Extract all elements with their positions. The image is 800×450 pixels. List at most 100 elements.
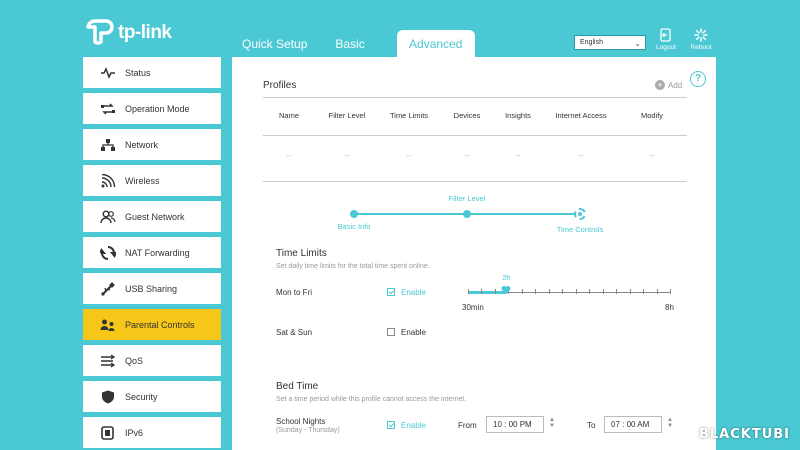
sidebar-item-ipv6[interactable]: IPv6 <box>83 417 221 448</box>
tab-quick-setup[interactable]: Quick Setup <box>242 37 308 51</box>
cell-time-limits: -- <box>406 153 412 160</box>
col-insights: Insights <box>505 111 531 120</box>
slider-tick <box>575 289 577 294</box>
slider-tick <box>508 289 510 294</box>
sidebar-item-status[interactable]: Status <box>83 57 221 88</box>
slider-min-label: 30min <box>462 303 484 312</box>
sidebar-item-label: Security <box>125 391 158 402</box>
sidebar-item-qos[interactable]: QoS <box>83 345 221 376</box>
cell-internet-access: -- <box>578 153 584 160</box>
watermark: BLACKTUBI <box>698 427 790 442</box>
slider-tick <box>481 289 483 294</box>
tp-link-logo: tp-link <box>84 18 172 48</box>
school-nights-label: School Nights <box>276 417 326 426</box>
col-internet-access: Internet Access <box>555 111 607 120</box>
slider-tick <box>670 289 671 294</box>
slider-tick <box>548 289 550 294</box>
cell-filter-level: -- <box>344 153 350 160</box>
from-time-spinner[interactable]: ▲ ▼ <box>549 417 555 429</box>
time-limits-description: Set daily time limits for the total time… <box>276 263 430 270</box>
sidebar-item-nat-forwarding[interactable]: NAT Forwarding <box>83 237 221 268</box>
step-dot-time-controls[interactable] <box>574 208 586 220</box>
slider-value: 2h <box>502 273 511 282</box>
bed-time-title: Bed Time <box>276 381 319 392</box>
sidebar-item-security[interactable]: Security <box>83 381 221 412</box>
slider-tick <box>535 289 537 294</box>
slider-tick <box>656 289 658 294</box>
language-select[interactable]: English ⌄ <box>574 35 646 50</box>
sidebar-item-network[interactable]: Network <box>83 129 221 160</box>
sidebar-item-operation-mode[interactable]: Operation Mode <box>83 93 221 124</box>
main-panel: ? Profiles + Add Name Filter Level Time … <box>232 57 716 450</box>
slider-tick <box>602 289 604 294</box>
language-value: English <box>580 39 603 46</box>
school-nights-sub: (Sunday - Thursday) <box>276 427 340 434</box>
step-label-filter-level: Filter Level <box>448 194 486 203</box>
help-button[interactable]: ? <box>690 71 706 87</box>
add-profile-button[interactable]: + Add <box>655 80 682 90</box>
sidebar-item-label: Status <box>125 67 151 78</box>
sidebar-item-label: USB Sharing <box>125 283 178 294</box>
sidebar-item-guest-network[interactable]: Guest Network <box>83 201 221 232</box>
top-navigation: Quick Setup Basic Advanced <box>232 30 483 58</box>
sidebar-item-label: Operation Mode <box>125 103 190 114</box>
from-label: From <box>458 421 477 430</box>
sidebar-item-label: Parental Controls <box>125 319 195 330</box>
sidebar-item-label: IPv6 <box>125 427 144 438</box>
slider-tick <box>562 289 564 294</box>
sat-sun-enable-label: Enable <box>401 328 426 337</box>
operation-mode-icon <box>101 102 115 115</box>
brand-name: tp-link <box>118 22 172 43</box>
mon-fri-label: Mon to Fri <box>276 288 313 297</box>
step-dot-basic-info[interactable] <box>350 210 358 218</box>
slider-tick <box>521 289 523 294</box>
reboot-icon <box>694 28 708 42</box>
tab-basic[interactable]: Basic <box>335 37 365 51</box>
col-devices: Devices <box>453 111 481 120</box>
nat-icon <box>100 245 116 260</box>
slider-tick <box>589 289 591 294</box>
col-filter-level: Filter Level <box>328 111 366 120</box>
from-time-field[interactable]: 10 : 00 PM <box>486 416 544 433</box>
time-limit-slider-fill <box>468 291 507 294</box>
usb-icon <box>101 281 115 296</box>
sidebar-item-label: Network <box>125 139 159 150</box>
to-time-field[interactable]: 07 : 00 AM <box>604 416 662 433</box>
time-limit-slider-track[interactable] <box>468 292 670 293</box>
col-modify: Modify <box>640 111 664 120</box>
sidebar-item-label: QoS <box>125 355 144 366</box>
sidebar-item-wireless[interactable]: Wireless <box>83 165 221 196</box>
sidebar-item-usb-sharing[interactable]: USB Sharing <box>83 273 221 304</box>
slider-tick <box>616 289 618 294</box>
wifi-icon <box>101 173 116 187</box>
mon-fri-enable-checkbox[interactable] <box>387 288 395 296</box>
sidebar-item-label: Guest Network <box>125 211 185 222</box>
col-time-limits: Time Limits <box>389 111 429 120</box>
qos-icon <box>101 353 116 368</box>
time-limits-title: Time Limits <box>276 248 327 259</box>
shield-icon <box>102 390 114 403</box>
slider-tick <box>629 289 631 294</box>
cell-devices: -- <box>464 153 470 160</box>
sat-sun-enable-checkbox[interactable] <box>387 328 395 336</box>
step-label-basic-info: Basic Info <box>337 222 371 231</box>
tab-advanced[interactable]: Advanced <box>396 30 475 57</box>
reboot-button[interactable]: Reboot <box>686 28 716 51</box>
logout-button[interactable]: Logout <box>651 28 681 51</box>
slider-handle-heart-icon[interactable] <box>501 285 511 295</box>
add-label: Add <box>668 80 683 90</box>
step-dot-filter-level[interactable] <box>463 210 471 218</box>
slider-max-label: 8h <box>665 303 674 312</box>
reboot-label: Reboot <box>690 44 712 51</box>
col-name: Name <box>278 111 300 120</box>
network-icon <box>101 138 115 151</box>
school-nights-enable-checkbox[interactable] <box>387 421 395 429</box>
slider-tick <box>643 289 645 294</box>
logout-icon <box>660 28 671 42</box>
to-label: To <box>587 421 596 430</box>
divider <box>263 97 687 98</box>
chevron-down-icon: ⌄ <box>634 39 641 48</box>
sidebar-item-parental-controls[interactable]: Parental Controls <box>83 309 221 340</box>
sidebar: Status Operation Mode Network Wireless G… <box>83 57 221 450</box>
to-time-spinner[interactable]: ▲ ▼ <box>667 417 673 429</box>
